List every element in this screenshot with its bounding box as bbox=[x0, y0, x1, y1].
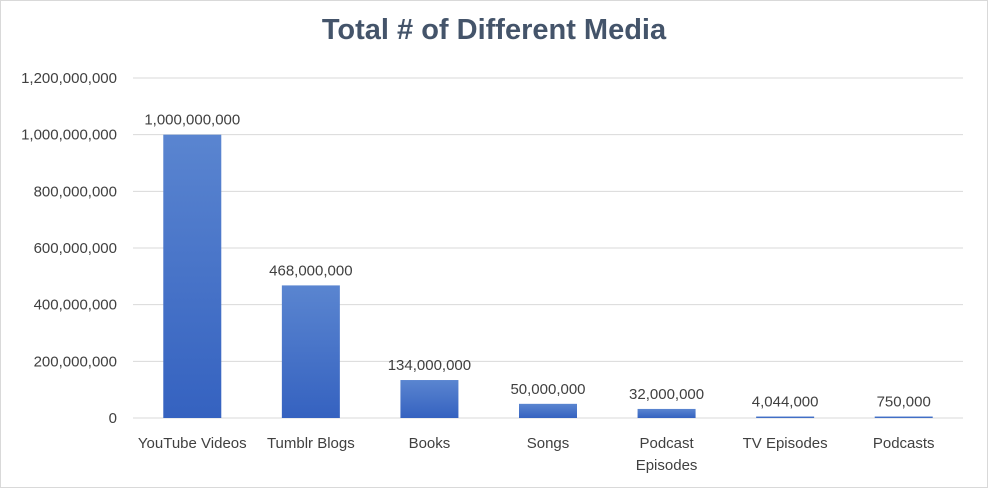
data-label: 750,000 bbox=[877, 394, 931, 411]
bar bbox=[400, 380, 459, 418]
chart-title: Total # of Different Media bbox=[321, 14, 667, 46]
data-label: 50,000,000 bbox=[510, 381, 585, 398]
y-tick-label: 1,000,000,000 bbox=[21, 127, 117, 144]
data-label: 4,044,000 bbox=[752, 394, 819, 411]
y-tick-label: 400,000,000 bbox=[34, 297, 117, 314]
y-tick-label: 600,000,000 bbox=[34, 240, 117, 257]
data-label: 134,000,000 bbox=[388, 357, 471, 374]
data-label: 468,000,000 bbox=[269, 262, 352, 279]
x-category-label: TV Episodes bbox=[743, 435, 828, 452]
x-category-label: Books bbox=[409, 435, 451, 452]
bar bbox=[756, 416, 815, 418]
y-tick-label: 1,200,000,000 bbox=[21, 70, 117, 87]
bar bbox=[163, 134, 222, 418]
x-category-label: Songs bbox=[527, 435, 570, 452]
y-tick-label: 800,000,000 bbox=[34, 183, 117, 200]
x-axis-categories: YouTube Videos Tumblr Blogs Books Songs Podc… bbox=[138, 435, 935, 474]
x-category-label: Podcast bbox=[639, 435, 694, 452]
data-label: 1,000,000,000 bbox=[144, 112, 240, 129]
bar bbox=[874, 416, 933, 418]
y-tick-label: 200,000,000 bbox=[34, 353, 117, 370]
bar bbox=[281, 285, 340, 418]
data-label: 32,000,000 bbox=[629, 386, 704, 403]
data-labels: 1,000,000,000 468,000,000 134,000,000 50,00… bbox=[144, 112, 931, 411]
bars bbox=[163, 134, 933, 418]
y-tick-label: 0 bbox=[109, 410, 117, 427]
bar bbox=[519, 403, 577, 418]
y-axis-ticks: 0 200,000,000 400,000,000 600,000,000 800,00… bbox=[21, 70, 117, 427]
bar bbox=[637, 408, 696, 418]
gridlines bbox=[133, 77, 963, 419]
x-category-label: Tumblr Blogs bbox=[267, 435, 355, 452]
x-category-label: Episodes bbox=[636, 457, 698, 474]
x-category-label: Podcasts bbox=[873, 435, 935, 452]
x-category-label: YouTube Videos bbox=[138, 435, 247, 452]
